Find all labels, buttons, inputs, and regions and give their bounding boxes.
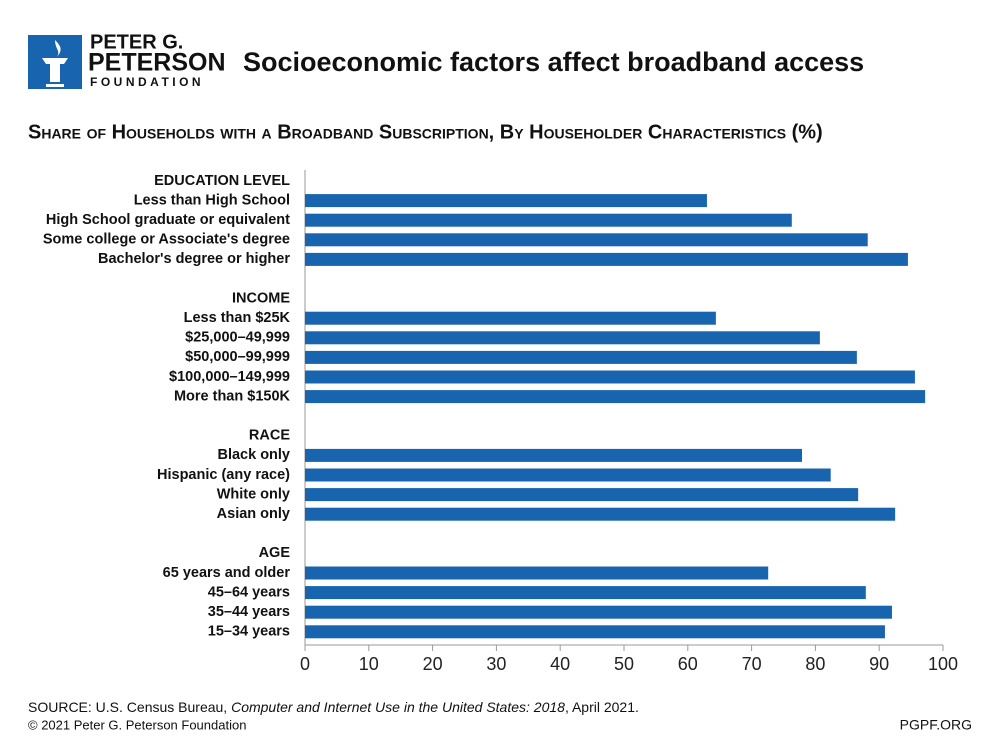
x-tick-label: 100 [928, 654, 958, 674]
category-label: Some college or Associate's degree [43, 232, 290, 248]
category-label: Less than High School [134, 192, 290, 208]
category-label: High School graduate or equivalent [46, 212, 290, 228]
group-label: EDUCATION LEVEL [154, 173, 290, 189]
bar [305, 448, 803, 462]
site-link: PGPF.ORG [900, 717, 972, 733]
source-suffix: , April 2021. [565, 699, 639, 715]
logo-torch [42, 40, 68, 87]
bar [305, 252, 908, 266]
logo: PETER G. PETERSON FOUNDATION [28, 31, 226, 89]
bar [305, 350, 857, 364]
source-title: Computer and Internet Use in the United … [231, 699, 565, 715]
category-label: Hispanic (any race) [157, 467, 290, 483]
group-label: RACE [249, 428, 290, 444]
x-tick-label: 20 [423, 654, 443, 674]
chart-subtitle: Share of Households with a Broadband Sub… [28, 121, 823, 143]
bar [305, 213, 792, 227]
x-tick-label: 80 [805, 654, 825, 674]
bar [305, 390, 926, 404]
bar [305, 507, 896, 521]
category-label: Black only [217, 447, 290, 463]
group-label: AGE [259, 545, 291, 561]
category-label: 35–44 years [208, 604, 290, 620]
logo-text: FOUNDATION [90, 75, 204, 89]
bar [305, 586, 866, 600]
x-tick-label: 60 [678, 654, 698, 674]
bar [305, 625, 885, 639]
category-label: $25,000–49,999 [185, 330, 290, 346]
category-label: Less than $25K [184, 310, 291, 326]
category-label: Bachelor's degree or higher [98, 251, 290, 267]
logo-text: PETER G. [90, 31, 183, 53]
bar [305, 370, 915, 384]
category-label: Asian only [217, 506, 290, 522]
logo-text: PETERSON [88, 49, 226, 77]
x-tick-label: 0 [300, 654, 310, 674]
chart-title: Socioeconomic factors affect broadband a… [243, 47, 864, 77]
category-label: $50,000–99,999 [185, 349, 290, 365]
x-tick-label: 40 [550, 654, 570, 674]
category-label: White only [217, 486, 290, 502]
category-label: 45–64 years [208, 584, 290, 600]
bar [305, 194, 707, 208]
bar [305, 488, 859, 502]
x-tick-label: 90 [869, 654, 889, 674]
category-label: 15–34 years [208, 624, 290, 640]
bar [305, 311, 716, 325]
x-tick-label: 30 [486, 654, 506, 674]
x-tick-label: 70 [742, 654, 762, 674]
bar [305, 331, 820, 345]
source-prefix: SOURCE: U.S. Census Bureau, [28, 699, 231, 715]
category-label: 65 years and older [163, 565, 291, 581]
bar [305, 566, 769, 580]
copyright: © 2021 Peter G. Peterson Foundation [28, 717, 246, 732]
x-tick-label: 50 [614, 654, 634, 674]
bar [305, 605, 892, 619]
bar [305, 468, 831, 482]
category-label: More than $150K [174, 388, 291, 404]
group-label: INCOME [232, 290, 290, 306]
x-tick-label: 10 [359, 654, 379, 674]
source: SOURCE: U.S. Census Bureau, Computer and… [28, 699, 639, 715]
bar [305, 233, 868, 247]
category-label: $100,000–149,999 [169, 369, 290, 385]
